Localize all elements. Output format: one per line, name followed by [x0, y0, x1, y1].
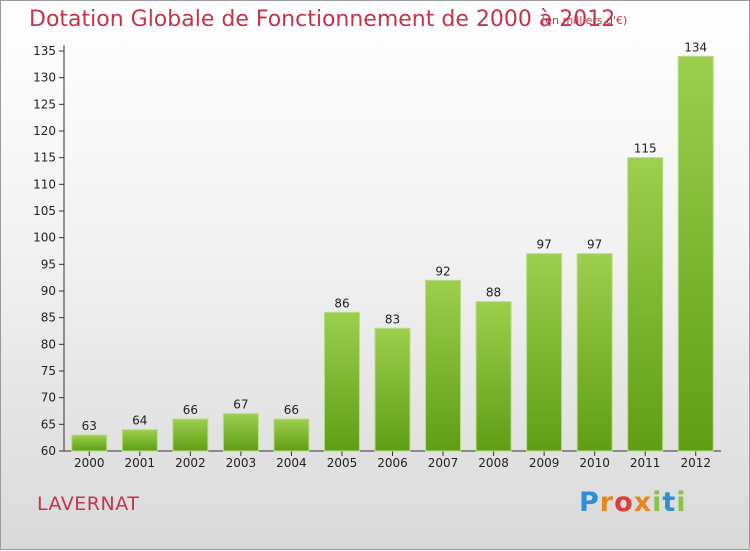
bar [71, 434, 108, 452]
y-tick-label: 115 [33, 151, 56, 165]
data-label: 66 [284, 403, 299, 417]
data-label: 115 [634, 142, 657, 156]
bar [627, 157, 664, 452]
commune-name: LAVERNAT [37, 493, 140, 515]
labels: 2000 63 2001 64 2002 66 2003 67 2004 66 2005 86 2006… [74, 40, 711, 470]
bar [526, 253, 563, 452]
bar [425, 279, 462, 452]
y-tick-label: 110 [33, 177, 56, 191]
bar [576, 253, 613, 452]
bar [677, 55, 714, 452]
data-label: 134 [684, 40, 707, 54]
data-label: 92 [435, 264, 450, 278]
bars [71, 55, 714, 452]
y-tick-label: 120 [33, 124, 56, 138]
x-tick-label: 2001 [125, 456, 156, 470]
y-tick-label: 135 [33, 44, 56, 58]
logo-letter: o [614, 487, 634, 518]
data-label: 83 [385, 312, 400, 326]
x-tick-label: 2012 [680, 456, 711, 470]
logo-letter: i [652, 487, 663, 518]
bar [374, 327, 411, 452]
data-label: 64 [132, 414, 147, 428]
bar [273, 418, 310, 452]
data-label: 88 [486, 286, 501, 300]
y-tick-label: 125 [33, 97, 56, 111]
x-tick-label: 2008 [478, 456, 509, 470]
logo-letter: x [633, 487, 653, 518]
y-tick-label: 85 [41, 311, 56, 325]
x-tick-label: 2004 [276, 456, 307, 470]
y-tick-label: 60 [41, 444, 56, 458]
chart-title: Dotation Globale de Fonctionnement de 20… [29, 7, 616, 32]
data-label: 86 [334, 296, 349, 310]
y-tick-label: 80 [41, 337, 56, 351]
y-tick-label: 105 [33, 204, 56, 218]
y-tick-label: 65 [41, 417, 56, 431]
logo-letter: P [579, 487, 600, 518]
x-tick-label: 2005 [327, 456, 358, 470]
bar [172, 418, 209, 452]
x-tick-label: 2006 [377, 456, 408, 470]
bar [222, 413, 259, 452]
bar [323, 311, 360, 452]
data-label: 67 [233, 398, 248, 412]
y-tick-label: 130 [33, 71, 56, 85]
y-tick-label: 100 [33, 231, 56, 245]
data-label: 97 [536, 238, 551, 252]
x-tick-label: 2011 [630, 456, 661, 470]
data-label: 63 [82, 419, 97, 433]
chart-subtitle: (en milliers d'€) [541, 14, 628, 27]
y-tick-label: 90 [41, 284, 56, 298]
bar [121, 429, 158, 452]
x-tick-label: 2003 [226, 456, 257, 470]
bar [475, 301, 512, 452]
x-tick-label: 2010 [579, 456, 610, 470]
axes: 60 65 70 75 80 85 90 95 100 105 110 115 120 125 130 135 [33, 44, 721, 458]
data-label: 66 [183, 403, 198, 417]
y-tick-label: 75 [41, 364, 56, 378]
x-tick-label: 2002 [175, 456, 206, 470]
y-tick-label: 95 [41, 257, 56, 271]
x-tick-label: 2007 [428, 456, 459, 470]
x-tick-label: 2009 [529, 456, 560, 470]
logo-letter: r [599, 487, 615, 518]
x-tick-label: 2000 [74, 456, 105, 470]
proxiti-logo: Proxiti [579, 487, 687, 518]
logo-letter: t [662, 487, 677, 518]
data-label: 97 [587, 238, 602, 252]
y-tick-label: 70 [41, 391, 56, 405]
logo-letter: i [676, 487, 687, 518]
